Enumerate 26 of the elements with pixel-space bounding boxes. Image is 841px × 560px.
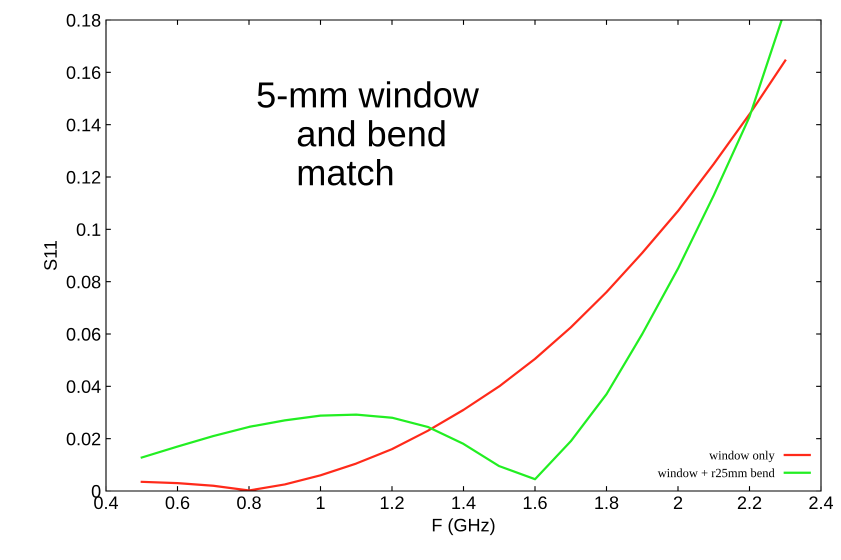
y-tick-label: 0.1 bbox=[76, 223, 100, 236]
annotation: 5-mm window and bend match bbox=[258, 81, 479, 186]
y-axis-title: S11 bbox=[44, 240, 57, 270]
x-axis-title: F (GHz) bbox=[432, 518, 494, 536]
y-tick-label: 0.02 bbox=[66, 432, 100, 446]
y-tick-label: 0.12 bbox=[66, 170, 100, 184]
x-tick-label: 1.2 bbox=[380, 496, 404, 509]
x-tick-label: 0.6 bbox=[166, 496, 190, 510]
y-tick-label: 0.14 bbox=[66, 118, 101, 132]
x-tick-label: 2 bbox=[674, 496, 682, 509]
y-tick-label: 0.04 bbox=[66, 380, 101, 394]
y-tick-label: 0.06 bbox=[66, 328, 100, 341]
y-tick-label: 0.16 bbox=[66, 66, 100, 80]
legend-label: window only bbox=[709, 450, 775, 462]
x-tick-label: 1.8 bbox=[595, 496, 618, 510]
x-tick-label: 0.8 bbox=[237, 496, 261, 510]
x-tick-label: 1 bbox=[316, 496, 325, 509]
x-tick-label: 2.4 bbox=[809, 496, 834, 509]
y-tick-label: 0.18 bbox=[66, 14, 100, 27]
x-tick-label: 1.6 bbox=[524, 496, 547, 510]
x-tick-label: 1.4 bbox=[452, 496, 476, 509]
y-tick-label: 0.08 bbox=[66, 276, 100, 288]
y-tick-label: 0 bbox=[92, 484, 100, 498]
x-tick-label: 0.4 bbox=[94, 496, 118, 510]
x-tick-label: 2.2 bbox=[738, 496, 762, 509]
legend-label: window + r25mm bend bbox=[658, 468, 775, 478]
